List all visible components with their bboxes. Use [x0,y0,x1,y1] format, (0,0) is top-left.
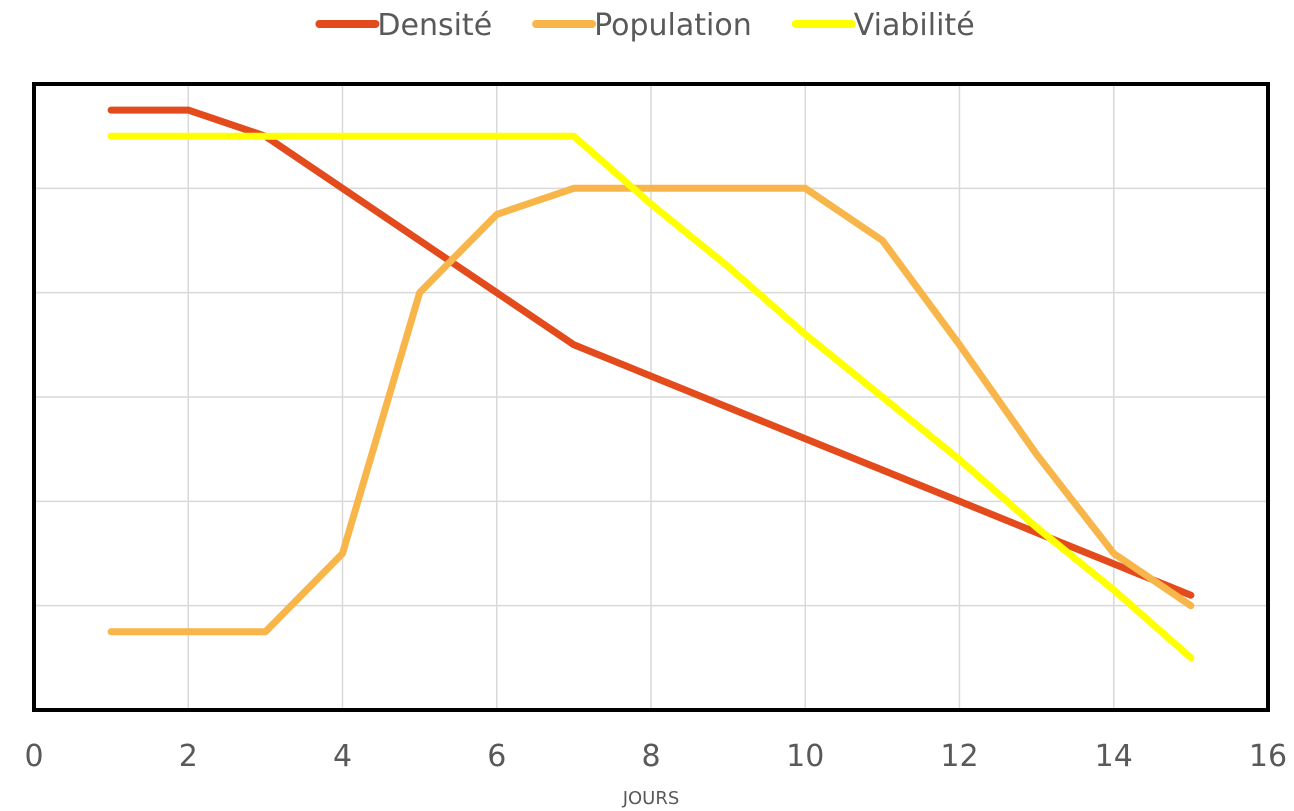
x-tick-label: 4 [333,739,352,774]
legend-item: Densité [315,8,492,43]
series-line-3 [107,132,1195,662]
legend-label: Population [594,8,752,43]
x-tick-label: 6 [487,739,506,774]
x-tick-label: 8 [641,739,660,774]
legend-item: Viabilité [791,8,975,43]
x-tick-label: 0 [24,739,43,774]
x-tick-label: 12 [940,739,978,774]
x-tick-label: 14 [1095,739,1133,774]
series-line-2 [107,184,1195,636]
x-axis-title: JOURS [622,788,680,809]
legend-item: Population [532,8,752,43]
x-tick-label: 16 [1249,739,1287,774]
legend-label: Viabilité [854,8,975,43]
gridlines [33,83,1269,711]
legend: Densité Population Viabilité [315,8,975,43]
series-layer [107,106,1195,662]
x-tick-label: 10 [786,739,824,774]
series-line-1 [107,106,1195,599]
x-axis-ticks: 0 2 4 6 8 10 12 14 16 [24,739,1287,774]
x-tick-label: 2 [179,739,198,774]
plot-frame [32,82,1270,712]
legend-label: Densité [377,8,492,43]
